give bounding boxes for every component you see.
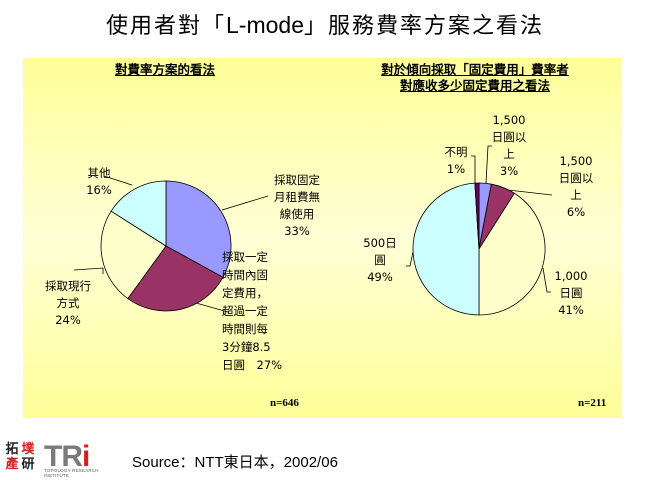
leader-right-1000 [542, 267, 551, 293]
page-title: 使用者對「L-mode」服務費率方案之看法 [0, 8, 650, 40]
leader-right-over1500a [485, 145, 492, 184]
logo-tri-main: TR [44, 440, 83, 473]
title-suffix: 」服務費率方案之看法 [303, 14, 544, 39]
left-n-count: n=646 [270, 397, 299, 409]
right-slice-unknown [474, 182, 480, 250]
tri-logo: 拓墣產研 TRi TOPOLOGY RESEARCH INSTITUTE [4, 440, 120, 478]
leader-left-other [103, 175, 133, 186]
title-latin: L-mode [226, 12, 304, 38]
leader-left-fixed [221, 195, 269, 211]
left-slice-other [110, 180, 167, 247]
left-chart-title: 對費率方案的看法 [114, 62, 215, 77]
right-chart-title-line1: 對於傾向採取「固定費用」費率者 [381, 62, 569, 77]
right-slice-1000 [478, 192, 546, 316]
logo-char: 研 [21, 457, 35, 472]
label-fixed-then-metered: 採取一定 時間內固 定費用， 超過一定 時間則每 3分鐘8.5 日圓 27% [222, 250, 283, 372]
leader-right-unknown [471, 155, 476, 183]
label-other: 其他 16% [86, 166, 112, 197]
right-chart-title-line2: 對應收多少固定費用之看法 [399, 78, 550, 93]
logo-char: 墣 [21, 442, 35, 457]
logo-subtitle: TOPOLOGY RESEARCH INSTITUTE [44, 468, 99, 478]
left-slice-current [100, 210, 167, 300]
right-chart-title: 對於傾向採取「固定費用」費率者 對應收多少固定費用之看法 [330, 62, 620, 94]
label-500: 500日 圓 49% [363, 236, 397, 284]
logo-char: 產 [5, 457, 19, 472]
leader-left-metered [195, 302, 229, 313]
right-n-count: n=211 [578, 397, 607, 409]
label-over1500-a: 1,500 日圓以 上 3% [491, 113, 527, 178]
leader-right-over1500b [507, 189, 553, 196]
logo-char: 拓 [5, 442, 19, 457]
right-slice-500 [412, 182, 480, 316]
label-current: 採取現行 方式 24% [45, 279, 91, 327]
label-fixed-monthly: 採取固定 月租費無 線使用 33% [274, 173, 320, 238]
leader-right-500 [406, 251, 414, 267]
left-pie [100, 180, 232, 312]
leader-lines [73, 145, 553, 313]
source-note: Source：NTT東日本，2002/06 [132, 454, 338, 471]
left-slice-fixed-monthly [165, 180, 232, 278]
logo-tri: TRi [44, 440, 90, 474]
right-pie [412, 182, 546, 316]
logo-chinese-mark: 拓墣產研 [4, 442, 38, 474]
label-1000: 1,000 日圓 41% [554, 269, 588, 317]
left-slice-fixed-then-metered [127, 245, 224, 312]
label-over1500-b: 1,500 日圓以 上 6% [558, 154, 594, 219]
label-unknown: 不明 1% [444, 145, 468, 176]
logo-tri-i: i [82, 440, 90, 473]
title-prefix: 使用者對「 [105, 14, 226, 39]
leader-left-current [73, 267, 104, 274]
